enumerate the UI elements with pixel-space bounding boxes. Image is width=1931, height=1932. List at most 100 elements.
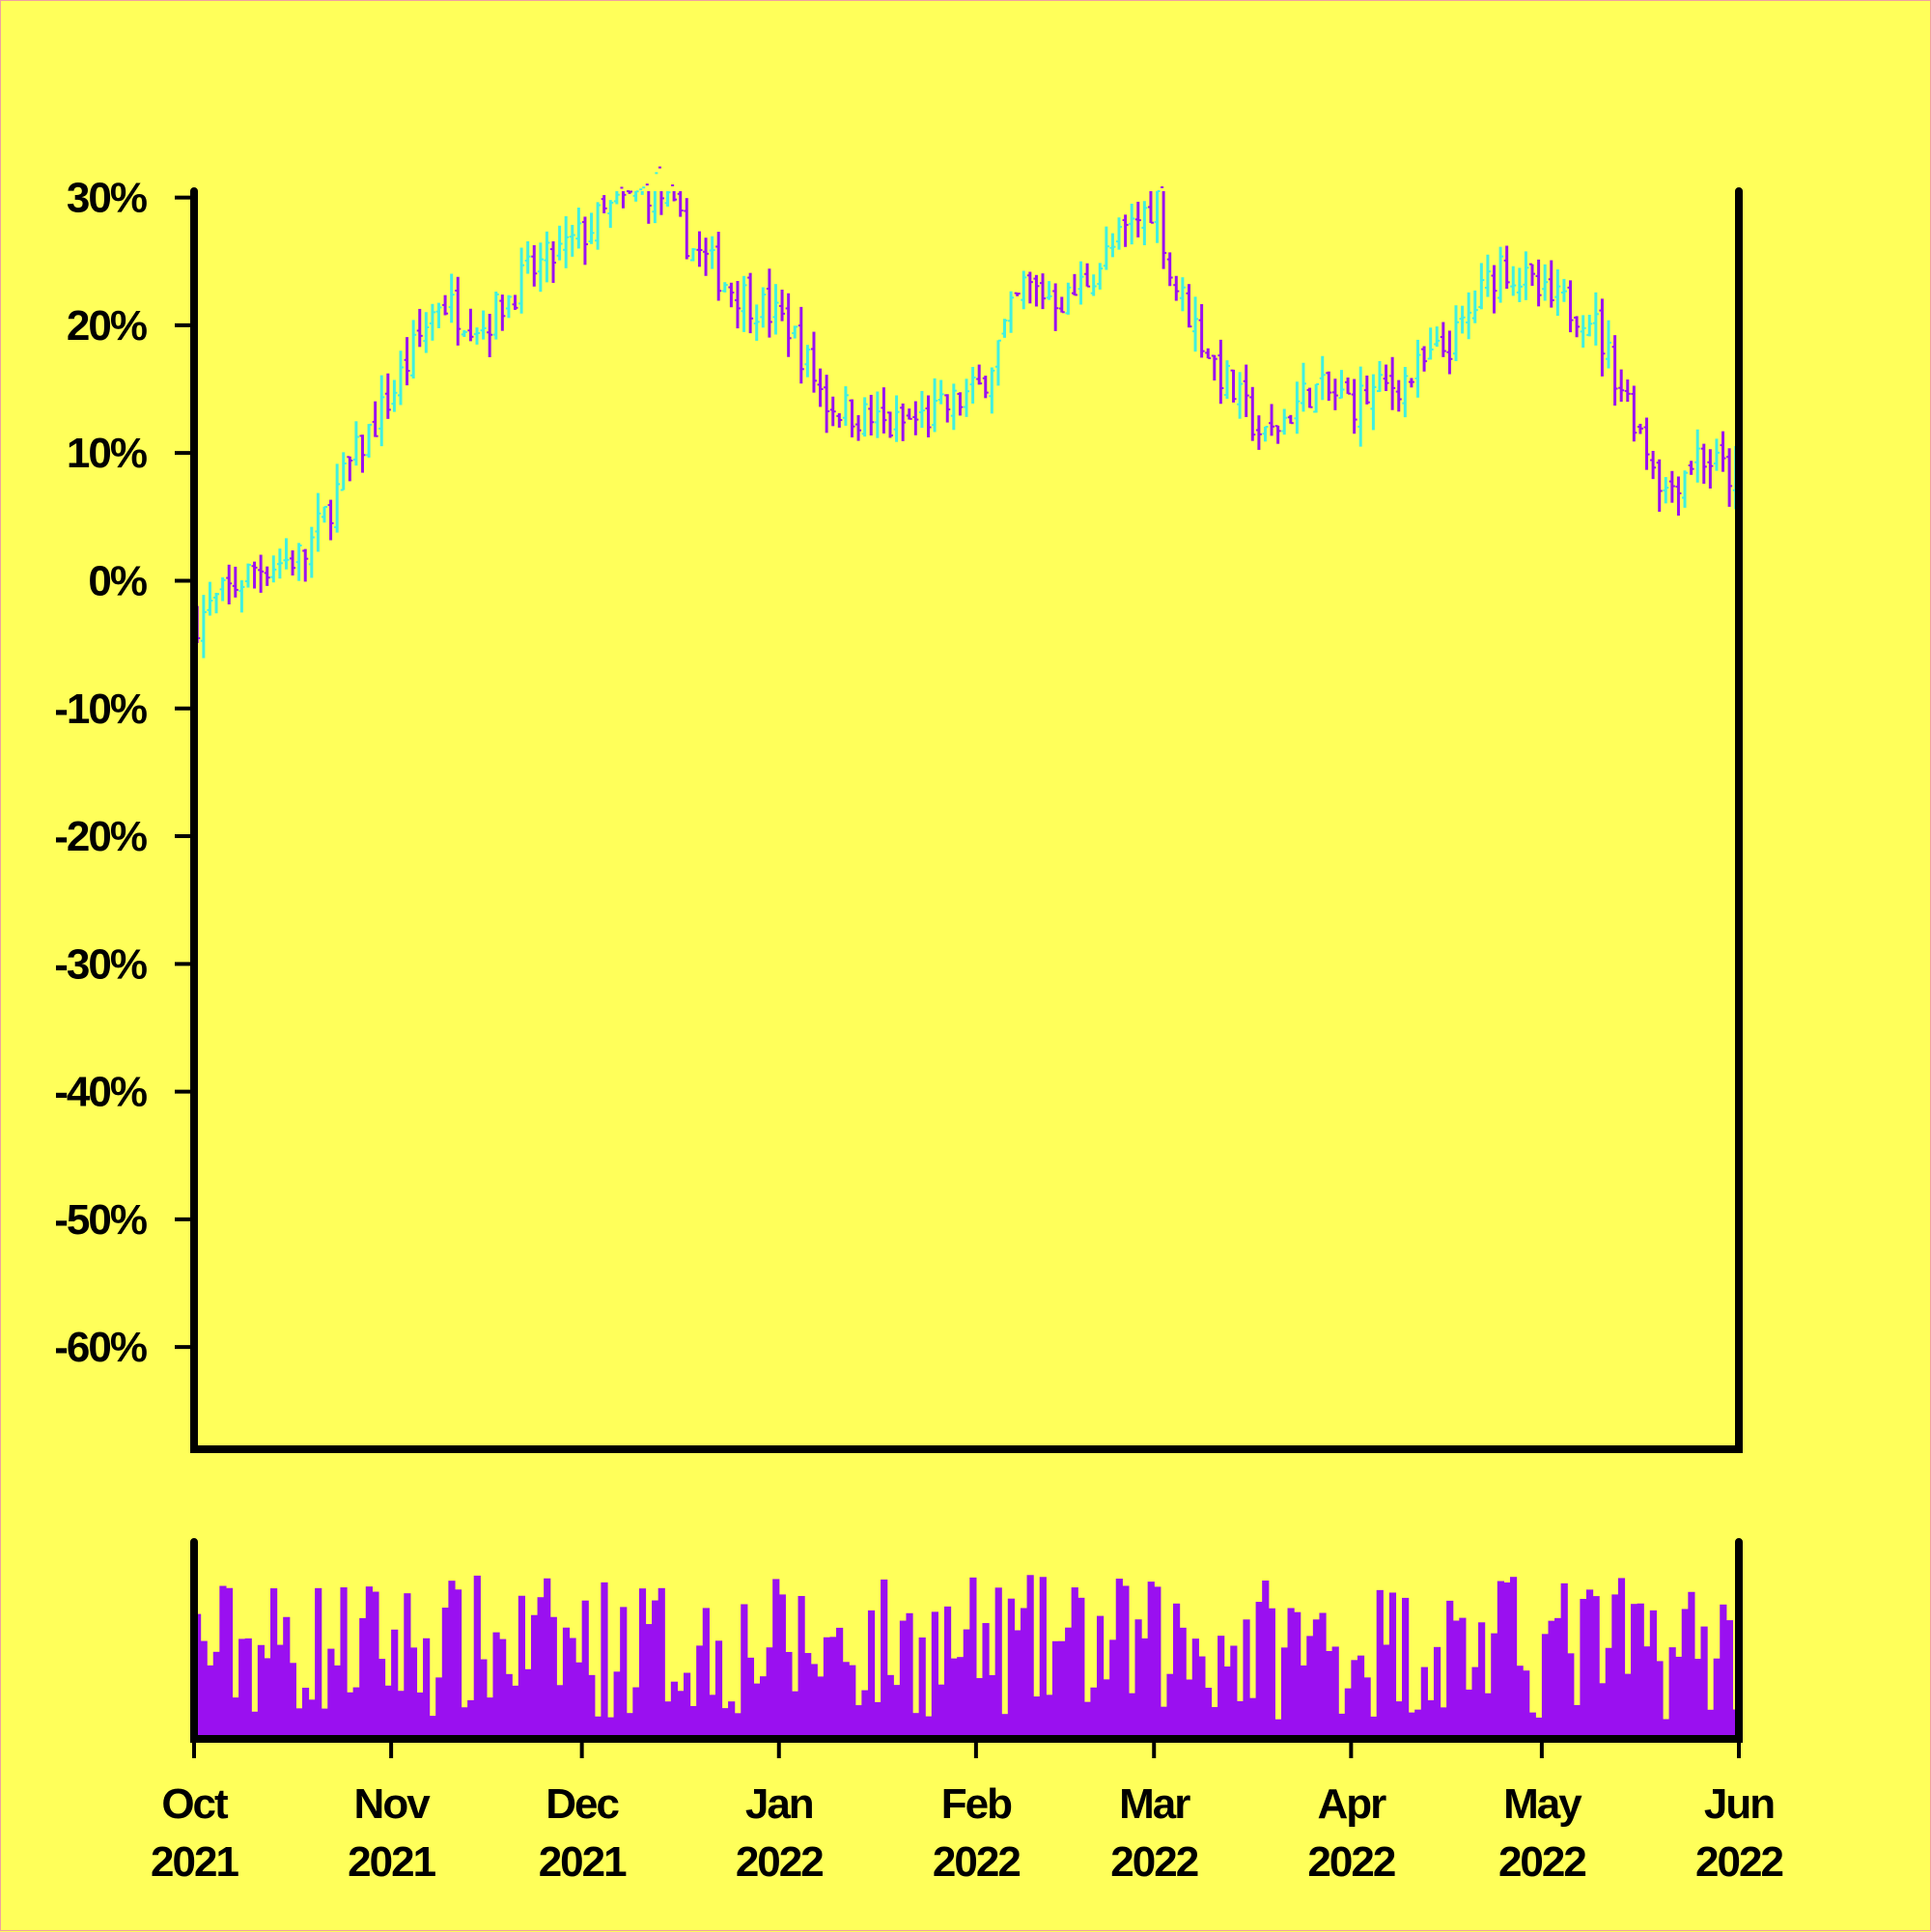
x-tick-label-year: 2021 [539, 1838, 627, 1886]
volume-bar [1357, 1655, 1365, 1739]
volume-bar [1528, 1712, 1536, 1739]
volume-bar [766, 1647, 773, 1739]
volume-bar [645, 1624, 653, 1739]
volume-bar [721, 1708, 729, 1739]
volume-bar [1172, 1603, 1181, 1739]
volume-bar [709, 1694, 716, 1739]
x-tick-label-month: Jun [1704, 1780, 1774, 1828]
volume-bar [499, 1638, 507, 1739]
volume-bar [372, 1591, 379, 1739]
volume-bar [861, 1690, 869, 1739]
volume-bar [524, 1668, 532, 1739]
volume-bar [1338, 1713, 1346, 1739]
volume-bar [1388, 1592, 1397, 1739]
volume-bar [544, 1578, 551, 1739]
volume-bar [461, 1707, 468, 1739]
volume-bar [283, 1616, 291, 1739]
volume-bar [606, 1717, 615, 1739]
volume-bar-series [194, 1575, 1740, 1739]
volume-bar [1402, 1597, 1410, 1739]
y-tick-label: -10% [54, 686, 147, 733]
volume-bar [1230, 1645, 1238, 1739]
volume-bar [1446, 1600, 1454, 1739]
volume-bar [899, 1620, 908, 1739]
x-tick-label-year: 2022 [933, 1838, 1020, 1886]
volume-bar [569, 1638, 576, 1739]
x-tick-label-month: Jan [745, 1780, 813, 1828]
volume-bar [1039, 1577, 1047, 1739]
volume-bar [289, 1663, 296, 1739]
volume-bar [1046, 1694, 1053, 1739]
volume-bar [1713, 1658, 1721, 1739]
volume-bar [683, 1672, 691, 1739]
volume-bar [1509, 1577, 1518, 1739]
volume-bar [1141, 1638, 1149, 1739]
volume-bar [778, 1594, 786, 1739]
volume-bar [397, 1691, 405, 1739]
volume-bar [295, 1708, 303, 1739]
x-tick-label-month: May [1503, 1780, 1582, 1828]
volume-bar [849, 1665, 856, 1739]
volume-bar [435, 1677, 443, 1739]
volume-bar [301, 1687, 310, 1739]
price-ohlc-series [194, 166, 1739, 658]
volume-bar [1643, 1646, 1651, 1739]
volume-bar [454, 1589, 462, 1739]
volume-bar [1255, 1602, 1263, 1739]
volume-bar [925, 1716, 933, 1739]
volume-bar [1191, 1638, 1199, 1739]
volume-bar [1408, 1712, 1415, 1739]
volume-bar [1497, 1581, 1504, 1739]
volume-bar [918, 1637, 926, 1739]
volume-bar [212, 1651, 220, 1739]
volume-bar [1491, 1633, 1498, 1739]
y-tick-label: 30% [67, 175, 147, 222]
volume-bar [753, 1683, 761, 1739]
volume-bar [1478, 1622, 1486, 1739]
volume-bar [969, 1577, 977, 1739]
volume-bar [321, 1708, 328, 1739]
volume-bar [1262, 1580, 1270, 1739]
volume-bar [652, 1600, 659, 1739]
volume-bar [238, 1638, 246, 1739]
volume-bar [232, 1697, 239, 1739]
volume-bar [1065, 1627, 1073, 1739]
volume-bar [1452, 1620, 1460, 1739]
volume-bar [1147, 1582, 1155, 1739]
volume-bar [492, 1632, 500, 1739]
x-tick-label-year: 2021 [151, 1838, 238, 1886]
y-tick-label: -50% [54, 1196, 147, 1244]
x-tick-label-month: Dec [546, 1780, 619, 1828]
volume-bar [1236, 1700, 1245, 1739]
volume-bar [842, 1662, 850, 1739]
volume-bar [1580, 1598, 1587, 1739]
volume-bar [1541, 1634, 1550, 1739]
volume-bar [1688, 1591, 1695, 1739]
volume-bar [1287, 1608, 1295, 1739]
volume-bar [785, 1651, 793, 1739]
volume-bar [1128, 1693, 1136, 1739]
volume-bar [1186, 1679, 1193, 1739]
volume-bar [791, 1691, 799, 1739]
x-tick-label-year: 2022 [1110, 1838, 1197, 1886]
volume-bar [1014, 1630, 1021, 1739]
volume-bar [409, 1647, 418, 1739]
volume-bar [728, 1701, 736, 1739]
volume-bar [1395, 1701, 1403, 1739]
volume-bar [1268, 1608, 1275, 1739]
volume-bar [1548, 1620, 1555, 1739]
volume-bar [963, 1629, 970, 1739]
volume-bar [1001, 1714, 1009, 1739]
volume-bar [714, 1640, 723, 1739]
volume-bar [333, 1665, 342, 1739]
y-tick-label: 10% [67, 430, 147, 477]
volume-bar [696, 1645, 704, 1739]
volume-bar [1440, 1707, 1447, 1739]
volume-bar [1599, 1683, 1607, 1739]
y-tick-label: -40% [54, 1069, 147, 1116]
volume-bar [613, 1671, 621, 1739]
volume-bar [1720, 1604, 1727, 1739]
volume-bar [1179, 1627, 1187, 1739]
volume-bar [931, 1611, 938, 1739]
